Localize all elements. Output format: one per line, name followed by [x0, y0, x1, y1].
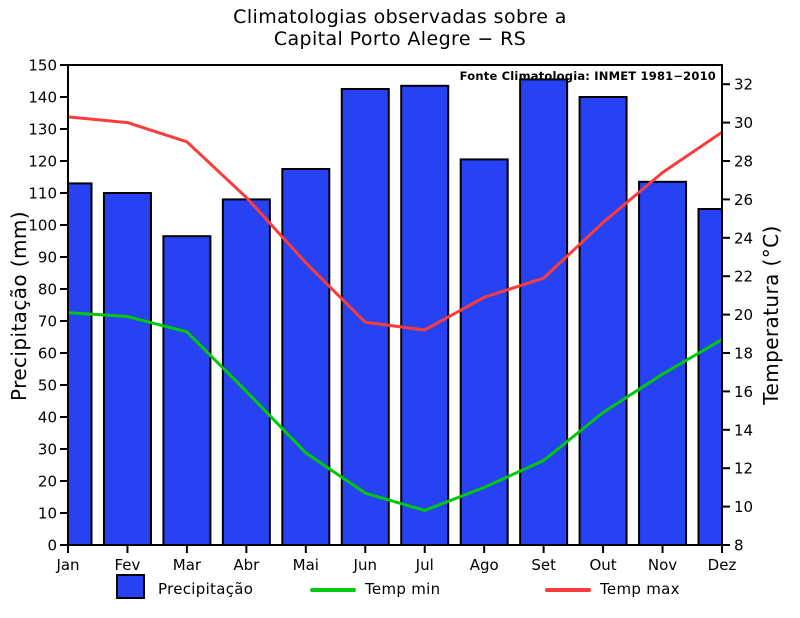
chart-title-line2: Capital Porto Alegre − RS [273, 28, 527, 50]
left-axis-tick-label: 130 [28, 121, 57, 139]
left-axis-tick-label: 40 [38, 409, 57, 427]
x-axis-month-label: Out [589, 556, 616, 574]
right-axis-tick-label: 28 [734, 153, 753, 171]
x-axis-month-label: Jun [353, 556, 377, 574]
right-axis-tick-label: 10 [734, 498, 753, 516]
temp-min-line [68, 311, 722, 512]
right-axis-tick-label: 18 [734, 345, 753, 363]
left-axis-tick-label: 90 [38, 249, 57, 267]
x-axis-month-label: Abr [233, 556, 260, 574]
x-axis-month-label: Set [531, 556, 556, 574]
left-axis-tick-label: 50 [38, 377, 57, 395]
source-note: Fonte Climatologia: INMET 1981−2010 [459, 69, 716, 83]
x-axis-month-label: Jul [415, 556, 434, 574]
left-axis-tick-label: 140 [28, 89, 57, 107]
precipitation-bars [68, 78, 722, 545]
right-axis-tick-label: 32 [734, 76, 753, 94]
precip-bar-Mai [281, 168, 331, 545]
left-axis-tick-label: 10 [38, 505, 57, 523]
legend-temp-min-line [310, 588, 356, 592]
right-axis-tick-label: 16 [734, 383, 753, 401]
right-axis-title: Temperatura (°C) [759, 225, 783, 405]
left-axis-tick-label: 70 [38, 313, 57, 331]
right-axis-tick-label: 20 [734, 306, 753, 324]
left-axis-tick-label: 120 [28, 153, 57, 171]
right-axis-tick-label: 14 [734, 421, 753, 439]
plot-frame [67, 64, 723, 546]
left-axis-title: Precipitação (mm) [7, 211, 31, 401]
left-axis-tick-label: 20 [38, 473, 57, 491]
x-axis: Jan Fev Mar Abr Mai Jun Jul Ago Set Out Nov Dez [55, 545, 736, 574]
left-axis-tick-label: 80 [38, 281, 57, 299]
left-axis-tick-label: 0 [47, 537, 57, 555]
x-axis-month-label: Fev [114, 556, 140, 574]
precip-bar-Jul [400, 84, 450, 545]
right-axis-tick-label: 8 [734, 537, 744, 555]
precip-bar-Jan [68, 182, 93, 545]
legend-temp-max-line [545, 588, 591, 592]
right-axis-tick-label: 26 [734, 191, 753, 209]
precip-bar-Dez [697, 208, 722, 545]
right-axis: 8 10 12 14 16 18 20 22 24 26 28 30 32 [722, 76, 753, 555]
left-axis-tick-label: 30 [38, 441, 57, 459]
left-axis-tick-label: 60 [38, 345, 57, 363]
precip-bar-Jun [340, 88, 390, 545]
right-axis-tick-label: 24 [734, 229, 753, 247]
chart-title-line1: Climatologias observadas sobre a [233, 6, 567, 28]
precip-bar-Out [578, 96, 628, 545]
chart-title: Climatologias observadas sobre a Capital… [0, 6, 800, 50]
right-axis-tick-label: 12 [734, 460, 753, 478]
left-axis: 0 10 20 30 40 50 60 70 80 90 100 110 120 130 140 150 [28, 57, 68, 555]
legend-temp-min-label: Temp min [365, 580, 441, 598]
temp-max-line [68, 115, 722, 332]
precip-bar-Abr [221, 198, 271, 545]
x-axis-month-label: Ago [470, 556, 499, 574]
left-axis-tick-label: 150 [28, 57, 57, 75]
precip-bar-Mar [162, 235, 212, 545]
x-axis-month-label: Mai [293, 556, 319, 574]
x-axis-month-label: Mar [173, 556, 202, 574]
precip-bar-Set [519, 78, 569, 545]
precip-bar-Fev [102, 192, 152, 545]
left-axis-tick-label: 110 [28, 185, 57, 203]
legend-precipitation-swatch [116, 574, 145, 599]
legend-temp-max-label: Temp max [600, 580, 680, 598]
x-axis-month-label: Jan [55, 556, 79, 574]
legend-precipitation-label: Precipitação [158, 580, 254, 598]
right-axis-tick-label: 30 [734, 114, 753, 132]
x-axis-month-label: Dez [708, 556, 737, 574]
right-axis-tick-label: 22 [734, 268, 753, 286]
left-axis-tick-label: 100 [28, 217, 57, 235]
x-axis-month-label: Nov [648, 556, 677, 574]
